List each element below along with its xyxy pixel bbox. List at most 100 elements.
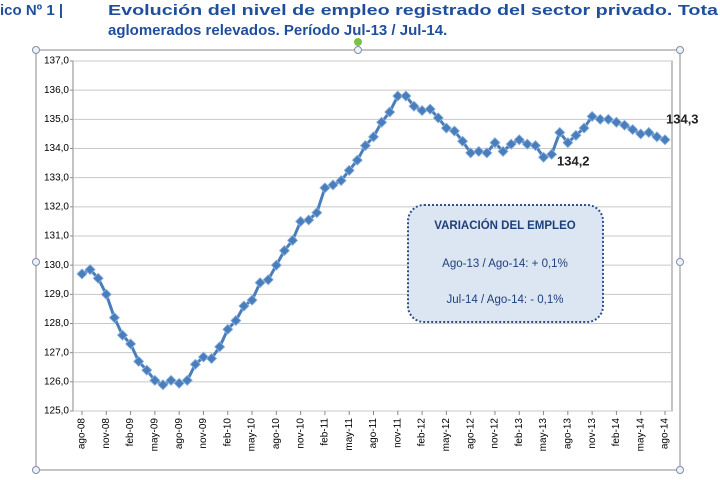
data-point <box>262 274 274 286</box>
data-point <box>303 214 315 226</box>
x-tick-label: nov-09 <box>198 418 209 449</box>
data-point <box>359 140 371 152</box>
data-point <box>214 341 226 353</box>
x-tick-label: ago-14 <box>660 418 671 450</box>
x-tick-label: feb-11 <box>320 418 331 446</box>
data-point <box>554 126 566 139</box>
y-tick-label: 134,0 <box>44 143 69 154</box>
annotation: 134,3 <box>666 111 699 126</box>
data-point <box>432 112 444 124</box>
data-point <box>659 134 671 146</box>
data-point <box>424 103 436 115</box>
y-tick-label: 127,0 <box>44 347 69 358</box>
data-point <box>84 263 96 276</box>
data-point <box>230 315 242 327</box>
data-point <box>505 138 517 150</box>
data-point <box>489 137 501 149</box>
data-point <box>149 374 161 386</box>
data-point <box>448 125 461 137</box>
data-point <box>546 148 558 160</box>
x-tick-label: nov-10 <box>295 418 306 449</box>
data-point <box>205 352 218 365</box>
data-point <box>133 355 145 367</box>
y-tick-label: 126,0 <box>44 376 69 387</box>
data-point <box>270 259 282 271</box>
x-tick-label: feb-09 <box>125 418 136 447</box>
x-tick-label: may-14 <box>635 418 646 452</box>
x-tick-label: ago-12 <box>465 418 476 450</box>
data-point <box>222 323 234 335</box>
data-point <box>295 215 307 227</box>
x-tick-label: nov-11 <box>392 418 403 448</box>
data-point <box>473 145 485 157</box>
data-point <box>367 131 380 143</box>
data-point <box>643 126 655 139</box>
x-tick-label: may-12 <box>441 418 452 452</box>
y-tick-label: 129,0 <box>44 289 69 300</box>
data-point <box>537 151 550 163</box>
data-point <box>602 113 614 125</box>
data-point <box>197 351 210 363</box>
y-tick-label: 133,0 <box>44 172 69 183</box>
y-tick-label: 135,0 <box>44 114 69 125</box>
x-tick-label: nov-13 <box>587 418 598 449</box>
data-point <box>76 268 88 280</box>
data-point <box>246 294 258 306</box>
data-point <box>497 145 509 157</box>
data-point <box>92 272 104 284</box>
data-point <box>562 137 574 149</box>
x-tick-label: may-10 <box>247 418 258 452</box>
x-tick-label: may-11 <box>344 418 355 451</box>
x-tick-label: feb-14 <box>611 418 622 447</box>
data-point <box>286 234 299 246</box>
data-point <box>327 179 339 191</box>
y-tick-label: 131,0 <box>44 231 69 242</box>
y-tick-label: 136,0 <box>44 85 69 96</box>
data-point <box>173 377 185 389</box>
y-tick-label: 125,0 <box>44 406 69 417</box>
data-point <box>254 277 266 289</box>
y-tick-label: 137,0 <box>44 56 69 67</box>
data-point <box>594 113 606 125</box>
data-point <box>610 116 622 128</box>
data-point <box>618 119 631 131</box>
info-box-line: Ago-13 / Ago-14: + 0,1% <box>442 258 568 270</box>
info-box <box>407 204 604 323</box>
data-point <box>586 110 598 122</box>
x-tick-label: feb-13 <box>514 418 525 447</box>
data-point <box>311 207 323 219</box>
x-tick-label: ago-08 <box>77 418 88 450</box>
data-point <box>651 131 663 143</box>
data-point <box>440 122 452 134</box>
data-point <box>238 300 250 312</box>
data-point <box>513 134 525 146</box>
data-point <box>116 329 129 341</box>
y-tick-label: 132,0 <box>44 201 69 212</box>
y-tick-label: 130,0 <box>44 260 69 271</box>
x-tick-label: nov-08 <box>101 418 112 449</box>
data-point <box>278 245 290 257</box>
chart-title: aglomerados relevados. Período Jul-13 / … <box>108 22 447 39</box>
data-point <box>141 364 153 376</box>
x-tick-label: feb-10 <box>222 418 233 447</box>
data-point <box>392 90 404 102</box>
data-point <box>157 379 169 391</box>
data-point <box>457 135 469 147</box>
x-tick-label: ago-10 <box>271 418 282 450</box>
rotate-handle <box>354 38 362 46</box>
info-box-title: VARIACIÓN DEL EMPLEO <box>434 219 575 232</box>
data-point <box>343 164 355 176</box>
data-point <box>408 100 420 112</box>
data-point <box>529 140 542 152</box>
data-point <box>376 116 388 128</box>
chart-title: Evolución del nivel de empleo registrado… <box>108 2 719 19</box>
x-tick-label: nov-12 <box>490 418 501 449</box>
data-point <box>165 374 177 386</box>
data-point <box>319 182 331 194</box>
data-point <box>570 129 582 141</box>
x-tick-label: ago-09 <box>174 418 185 450</box>
annotation: 134,2 <box>557 153 590 168</box>
data-point <box>400 90 412 102</box>
selection-handles <box>32 46 684 474</box>
